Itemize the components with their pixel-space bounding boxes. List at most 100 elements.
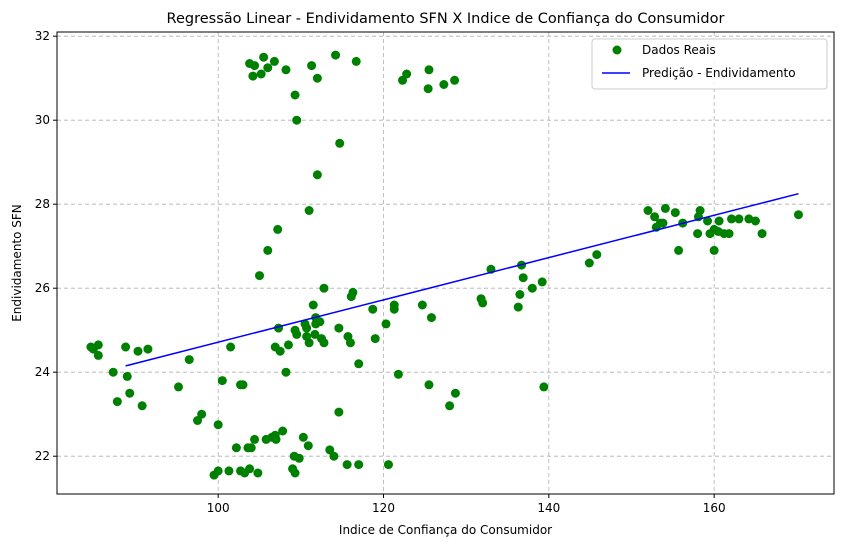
data-point [263,245,273,255]
data-point [213,466,223,476]
data-point [303,441,313,451]
data-point [658,218,668,228]
data-point [248,71,258,81]
data-point [478,298,488,308]
y-axis-label: Endividamento SFN [10,204,24,322]
data-point [709,245,719,255]
data-point [250,434,260,444]
data-point [310,329,320,339]
data-point [174,382,184,392]
data-point [319,338,329,348]
data-point [125,388,135,398]
data-point [275,346,285,356]
data-point [424,65,434,75]
x-tick-label: 120 [372,501,395,515]
axis-ticks: 100 120 140 160 22 24 26 28 30 32 [35,29,726,515]
data-point [450,388,460,398]
data-point [108,367,118,377]
y-tick-label: 24 [35,365,50,379]
data-point [445,401,455,411]
data-point [354,359,364,369]
data-point [246,443,256,453]
data-point [674,245,684,255]
data-point [137,401,147,411]
data-point [197,409,207,419]
data-point [660,203,670,213]
data-point [238,380,248,390]
data-point [793,210,803,220]
plot-area-background [57,32,834,494]
data-point [527,283,537,293]
data-point [308,300,318,310]
x-tick-label: 100 [207,501,230,515]
data-point [312,73,322,83]
data-point [283,340,293,350]
data-point [368,304,378,314]
data-point [724,229,734,239]
data-point [389,304,399,314]
data-point [329,451,339,461]
data-point [112,397,122,407]
regression-line [125,192,799,367]
x-axis-label: Indice de Confiança do Consumidor [339,523,552,537]
legend: Dados Reais Predição - Endividamento [591,38,828,90]
data-point [271,434,281,444]
data-point [298,432,308,442]
data-point [256,69,266,79]
data-point [537,277,547,287]
legend-label-predicao: Predição - Endividamento [642,66,796,80]
data-point [354,460,364,470]
data-point [226,342,236,352]
data-point [304,206,314,215]
data-point [423,84,433,94]
data-point [245,464,255,474]
data-point [714,216,724,226]
data-point [370,334,380,344]
data-point [424,380,434,390]
data-point [439,80,449,89]
data-point [250,61,260,71]
data-point [539,382,549,392]
data-point [650,212,660,222]
plot-frame [56,31,835,495]
data-point [335,138,345,148]
data-point [269,56,279,66]
data-point [402,69,412,79]
data-point [302,323,312,333]
data-point [294,453,304,463]
data-point [345,338,355,348]
data-point [734,214,744,224]
data-point [93,350,103,360]
data-point [292,115,302,125]
data-point [515,290,525,299]
data-point [143,344,153,354]
data-point [348,287,358,297]
data-point [290,468,300,478]
y-tick-label: 28 [35,197,50,211]
data-point [592,250,602,260]
data-point [259,52,269,62]
data-point [231,443,241,453]
grid-lines [57,32,834,494]
data-point [263,63,273,73]
data-point [670,208,680,218]
data-point [383,460,393,470]
data-point [281,367,291,377]
chart-title: Regressão Linear - Endividamento SFN X I… [167,11,725,27]
y-tick-label: 26 [35,281,50,295]
data-point [450,75,460,85]
data-point [292,329,302,339]
data-point [351,56,361,66]
data-point [693,229,703,239]
data-point [281,65,291,75]
data-point [213,420,223,430]
data-point [315,317,325,327]
x-tick-label: 160 [703,501,726,515]
data-point [417,300,427,310]
data-point [255,271,265,281]
data-point [584,258,594,268]
legend-marker-dados-reais [612,45,622,55]
data-point [312,170,322,180]
data-point [695,206,705,215]
